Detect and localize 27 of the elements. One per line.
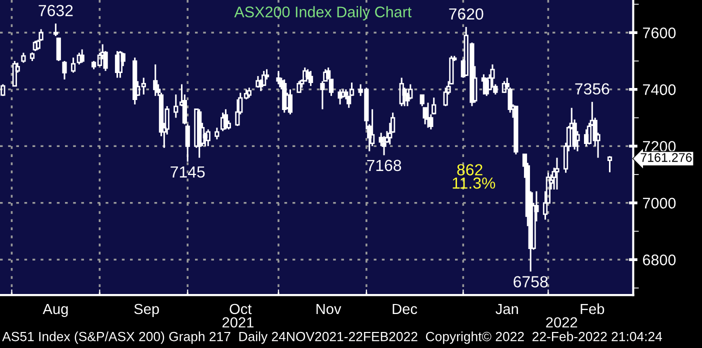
x-tick-label: Feb [580,303,604,314]
annotation: 7168 [367,160,402,172]
y-tick-label: 7200 [643,141,676,152]
annotation: 7620 [449,8,484,20]
y-tick-label: 7000 [643,198,676,209]
x-tick-label: Dec [392,304,418,314]
text: 7161.276 [640,153,692,162]
text: AS51 Index (S&P/ASX 200) Graph 217 Daily 24NOV2021-22FEB2022 Copyright© 2022 22-Feb-2022 21:04:24 [2,332,662,344]
x-tick-label: Aug [42,304,68,318]
annotation: 862 [457,164,482,176]
y-tick-label: 7600 [643,28,676,38]
candlestick [153,64,158,97]
annotation: 7632 [38,4,73,16]
x-tick-label: Jan [496,304,518,314]
x-tick-label: Oct [230,304,252,314]
chart-title: ASX200 Index Daily Chart [234,6,412,20]
text: 2022 [546,317,578,328]
annotation: 7356 [575,83,610,95]
text: 2021 [222,317,254,328]
x-tick-label: Sep [134,304,159,318]
x-tick-label: Nov [316,304,342,314]
y-tick-label: 6800 [643,254,676,266]
annotation: 11.3% [452,177,496,189]
annotation: 7145 [170,166,205,178]
candlestick [554,157,560,190]
y-tick-label: 7400 [643,84,676,96]
annotation: 6758 [514,276,548,288]
